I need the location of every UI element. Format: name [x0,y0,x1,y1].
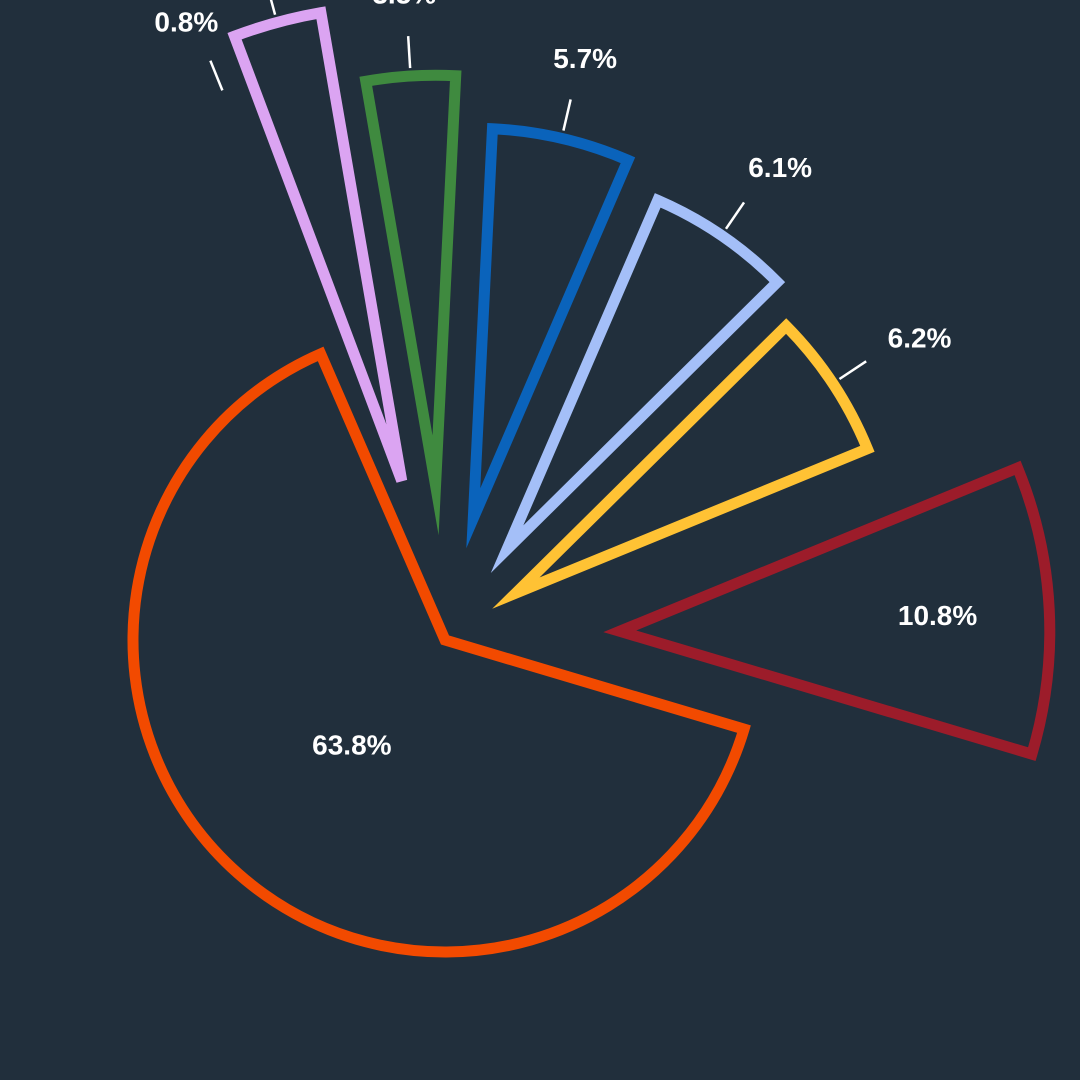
label-leader-line [724,201,746,230]
label-leader-line [209,60,224,91]
label-leader-line [838,360,867,381]
pie-slice [490,193,786,573]
pie-slice [603,460,1056,761]
slice-label: 6.2% [888,323,952,354]
slice-label: 0.8% [154,6,218,37]
slice-label: 5.7% [553,43,617,74]
label-leader-lines [209,0,867,381]
pie-slice [466,122,636,549]
label-leader-line [406,36,412,69]
pie-labels: 63.8%0.8%3%3.5%5.7%6.1%6.2%10.8% [154,0,977,761]
slice-label: 63.8% [312,730,391,761]
label-leader-line [562,99,572,131]
pie-slice [492,318,875,609]
label-leader-line [269,0,277,15]
pie-slices [127,6,1056,958]
pie-slice [359,69,462,536]
slice-label: 6.1% [748,152,812,183]
slice-label: 3.5% [372,0,436,10]
slice-label: 10.8% [898,600,977,631]
pie-slice [227,6,408,483]
pie-slice [127,346,751,958]
